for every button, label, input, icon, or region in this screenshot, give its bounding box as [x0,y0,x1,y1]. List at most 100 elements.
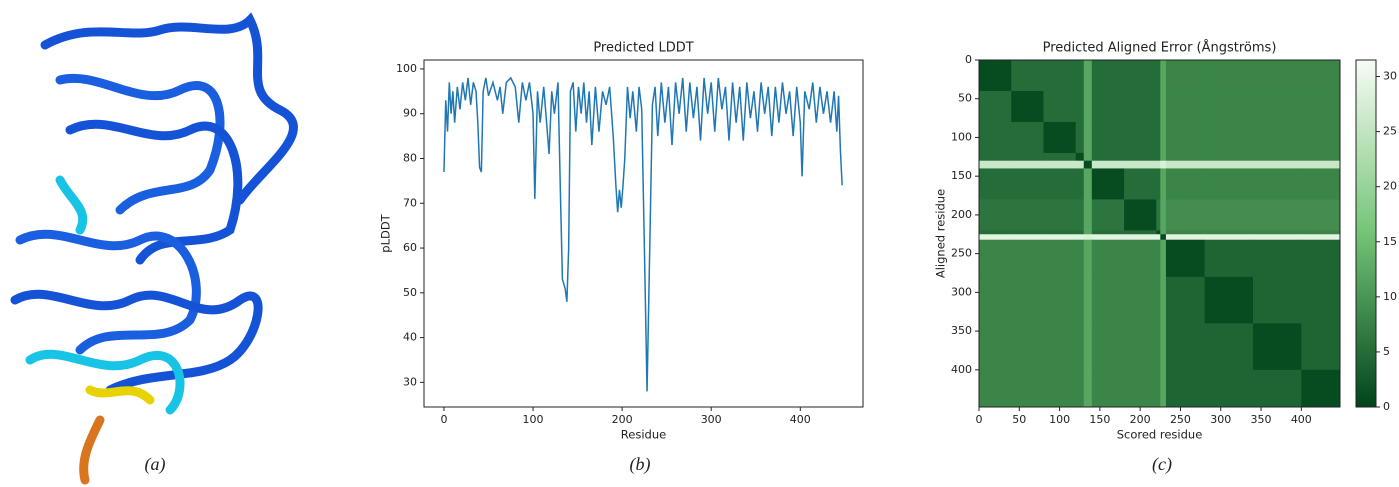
data-line [443,76,843,392]
heatmap-cell [1011,90,1044,123]
ribbon [25,349,185,415]
heatmap-cell [1091,168,1125,200]
heatmap-cell [1252,160,1302,169]
heatmap-cell [1165,199,1206,231]
heatmap-cell [979,199,1012,231]
heatmap-cell [1204,60,1254,92]
x-tick-label: 50 [1012,413,1026,426]
y-tick-label: 300 [951,285,972,298]
heatmap-cell [1160,60,1167,92]
heatmap-cell [1083,199,1093,231]
heatmap-cell [1083,369,1093,408]
heatmap-cell [1156,234,1161,241]
heatmap-cell [1165,90,1206,123]
heatmap-cell [1043,152,1077,162]
x-tick-label: 100 [523,413,544,426]
heatmap-cell [1083,234,1093,241]
heatmap-cell [1156,90,1161,123]
heatmap-cell [1301,239,1341,278]
heatmap-cell [1204,230,1254,235]
heatmap-cell [1301,152,1341,162]
x-tick-label: 400 [1291,413,1312,426]
heatmap-cell [1124,60,1157,92]
heatmap-cell [1091,199,1125,231]
heatmap-cell [1011,276,1044,324]
y-tick-label: 350 [951,324,972,337]
heatmap-cell [1124,230,1157,235]
ribbon [55,175,88,235]
heatmap-cell [1011,323,1044,371]
heatmap-cell [1075,230,1085,235]
heatmap-cell [1043,199,1077,231]
heatmap-cell [1252,90,1302,123]
heatmap-cell [1011,230,1044,235]
heatmap-cells [979,60,1341,408]
y-tick-label: 0 [965,53,972,66]
heatmap-cell [1091,239,1125,278]
x-axis-label: Residue [621,428,666,442]
heatmap-cell [1124,369,1157,408]
x-tick-label: 0 [440,413,447,426]
colorbar-tick-label: 25 [1383,125,1397,138]
heatmap-cell [1124,276,1157,324]
plot-frame [423,59,864,408]
heatmap-cell [1011,239,1044,278]
chart-title: Predicted LDDT [593,41,693,56]
heatmap-cell [1043,168,1077,200]
heatmap-cell [1083,323,1093,371]
y-tick-label: 100 [951,130,972,143]
y-tick-label: 50 [958,92,972,105]
heatmap-cell [1011,121,1044,154]
heatmap-cell [1204,199,1254,231]
heatmap-cell [979,152,1012,162]
heatmap-cell [1124,152,1157,162]
heatmap-cell [979,239,1012,278]
heatmap-cell [1165,160,1206,169]
x-tick-label: 200 [1130,413,1151,426]
heatmap-cell [1083,152,1093,162]
heatmap-cell [1165,369,1206,408]
x-tick-label: 300 [1210,413,1231,426]
heatmap-cell [1301,276,1341,324]
heatmap-cell [1252,121,1302,154]
heatmap-cell [1301,90,1341,123]
heatmap-cell [979,323,1012,371]
heatmap-cell [1075,60,1085,92]
heatmap-cell [1252,276,1302,324]
heatmap-cell [979,276,1012,324]
heatmap-cell [1204,276,1254,324]
heatmap-cell [1075,276,1085,324]
heatmap-cell [1301,60,1341,92]
heatmap-cell [1043,239,1077,278]
heatmap-cell [1252,60,1302,92]
x-tick-label: 400 [790,413,811,426]
heatmap-cell [979,60,1012,92]
heatmap-cell [1011,199,1044,231]
x-tick-label: 0 [976,413,983,426]
heatmap-cell [1160,199,1167,231]
heatmap-cell [1160,168,1167,200]
heatmap-cell [979,90,1012,123]
caption: (c) [1152,454,1172,475]
y-tick-label: 250 [951,247,972,260]
heatmap-cell [1301,168,1341,200]
heatmap-cell [1091,369,1125,408]
ribbon [79,415,105,485]
heatmap-cell [1165,239,1206,278]
heatmap-cell [1011,168,1044,200]
heatmap-cell [1091,121,1125,154]
heatmap-cell [1075,152,1085,162]
heatmap-cell [1156,199,1161,231]
y-tick-label: 50 [403,286,417,299]
heatmap-cell [1083,160,1093,169]
heatmap-cell [1252,152,1302,162]
heatmap-cell [1160,239,1167,278]
x-tick-label: 350 [1251,413,1272,426]
heatmap-cell [1252,239,1302,278]
heatmap-cell [1083,121,1093,154]
heatmap-cell [1156,230,1161,235]
heatmap-cell [1011,60,1044,92]
x-tick-label: 200 [612,413,633,426]
